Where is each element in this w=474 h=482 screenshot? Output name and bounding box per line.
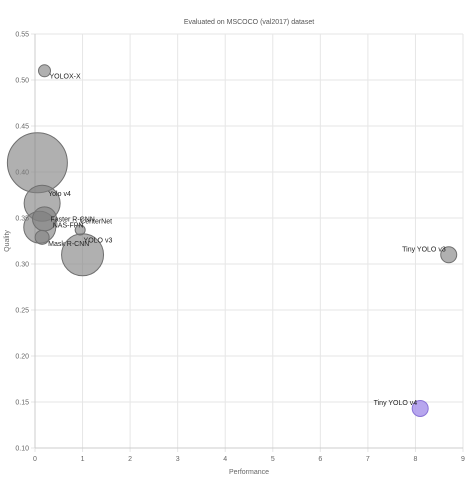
x-axis-title: Performance bbox=[229, 469, 269, 476]
y-tick-label: 0.20 bbox=[15, 354, 29, 361]
x-tick-label: 6 bbox=[318, 456, 322, 463]
x-tick-label: 0 bbox=[33, 456, 37, 463]
y-tick-label: 0.35 bbox=[15, 216, 29, 223]
y-tick-label: 0.15 bbox=[15, 400, 29, 407]
y-tick-label: 0.50 bbox=[15, 78, 29, 85]
bubble-point bbox=[34, 229, 50, 245]
point-label: Faster R-CNN bbox=[51, 216, 95, 223]
x-tick-label: 4 bbox=[223, 456, 227, 463]
y-tick-label: 0.30 bbox=[15, 262, 29, 269]
point-label: NAS-FPN bbox=[53, 223, 84, 230]
point-label: YOLOX-X bbox=[50, 73, 81, 80]
x-tick-label: 5 bbox=[271, 456, 275, 463]
point-label: Tiny YOLO v3 bbox=[402, 246, 446, 253]
bubble-point bbox=[74, 224, 86, 236]
chart-title: Evaluated on MSCOCO (val2017) dataset bbox=[184, 19, 314, 26]
x-tick-label: 7 bbox=[366, 456, 370, 463]
point-label: Mask R-CNN bbox=[48, 241, 89, 248]
y-tick-label: 0.45 bbox=[15, 124, 29, 131]
bubble-point bbox=[440, 246, 458, 264]
y-tick-label: 0.55 bbox=[15, 32, 29, 39]
y-axis-title: Quality bbox=[4, 230, 11, 252]
point-label: YOLO v3 bbox=[84, 237, 113, 244]
bubble-point bbox=[411, 399, 429, 417]
point-label: Yolo v4 bbox=[48, 191, 71, 198]
point-label: Tiny YOLO v4 bbox=[374, 400, 418, 407]
x-tick-label: 2 bbox=[128, 456, 132, 463]
bubble-point bbox=[38, 64, 52, 78]
x-tick-label: 3 bbox=[176, 456, 180, 463]
x-tick-label: 8 bbox=[413, 456, 417, 463]
bubble-point bbox=[6, 132, 68, 194]
point-label: CenterNet bbox=[80, 218, 112, 225]
y-tick-label: 0.25 bbox=[15, 308, 29, 315]
bubbles bbox=[6, 64, 458, 417]
x-tick-label: 9 bbox=[461, 456, 465, 463]
x-tick-label: 1 bbox=[81, 456, 85, 463]
y-tick-label: 0.10 bbox=[15, 446, 29, 453]
